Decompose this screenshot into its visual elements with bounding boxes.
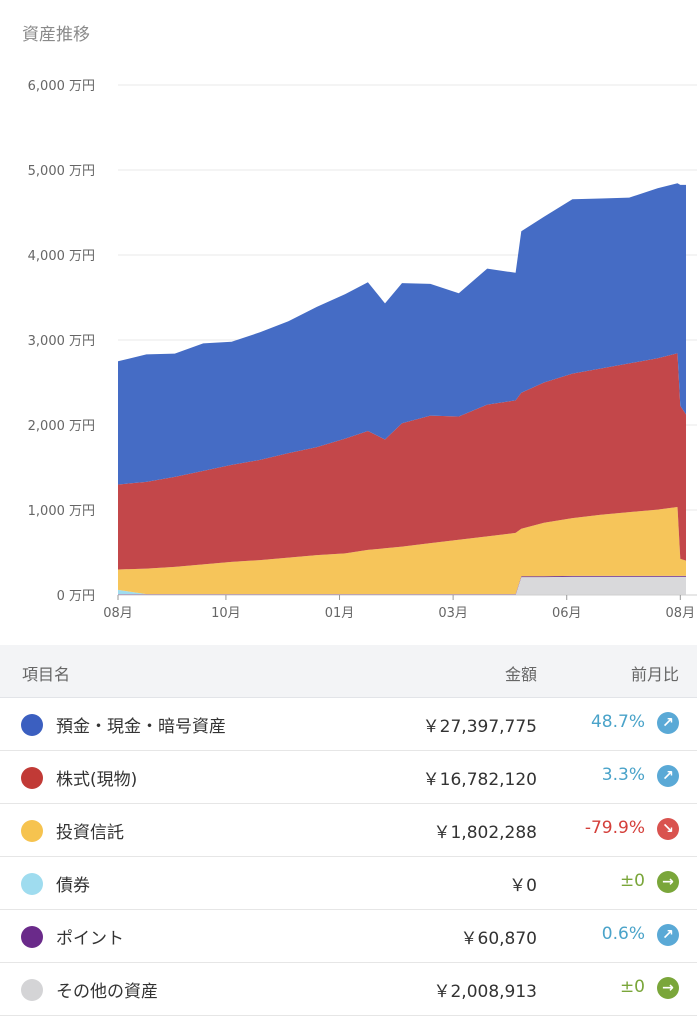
trend-arrow-icon: → <box>657 871 679 893</box>
y-tick-label: 3,000 万円 <box>28 334 95 349</box>
row-category-name: 債券 <box>56 876 90 896</box>
row-category-name: 投資信託 <box>56 823 124 843</box>
table-row[interactable]: 債券 ￥0 ±0 → <box>0 857 697 910</box>
area-series-投資信託 <box>118 507 686 595</box>
trend-arrow-icon: ↗ <box>657 712 679 734</box>
category-color-dot <box>21 767 43 789</box>
trend-arrow-icon: ↗ <box>657 765 679 787</box>
area-series-株式(現物) <box>118 353 686 570</box>
trend-arrow-icon: ↘ <box>657 818 679 840</box>
row-category-name: 株式(現物) <box>56 770 138 790</box>
row-amount: ￥60,870 <box>460 929 537 949</box>
area-series-その他の資産 <box>118 576 686 595</box>
y-tick-label: 2,000 万円 <box>28 419 95 434</box>
row-change: ±0 <box>619 871 645 891</box>
row-category-name: 預金・現金・暗号資産 <box>56 717 226 737</box>
row-change: 3.3% <box>601 765 645 785</box>
category-color-dot <box>21 873 43 895</box>
row-category-name: ポイント <box>56 929 124 949</box>
trend-arrow-icon: → <box>657 977 679 999</box>
row-amount: ￥27,397,775 <box>422 717 537 737</box>
trend-arrow-icon: ↗ <box>657 924 679 946</box>
asset-area-chart: 0 万円 1,000 万円 2,000 万円 3,000 万円 4,000 万円 5,00… <box>28 79 697 620</box>
x-tick-label: 08月 <box>103 606 133 620</box>
row-category-name: その他の資産 <box>56 982 158 1002</box>
category-color-dot <box>21 979 43 1001</box>
y-tick-label: 4,000 万円 <box>28 249 95 264</box>
table-row[interactable]: ポイント ￥60,870 0.6% ↗ <box>0 910 697 963</box>
row-change: 48.7% <box>590 712 645 732</box>
page-title: 資産推移 <box>22 25 90 45</box>
x-tick-label: 03月 <box>438 606 468 620</box>
table-row[interactable]: 株式(現物) ￥16,782,120 3.3% ↗ <box>0 751 697 804</box>
row-amount: ￥1,802,288 <box>433 823 537 843</box>
x-tick-label: 06月 <box>552 606 582 620</box>
x-tick-label: 10月 <box>211 606 241 620</box>
category-color-dot <box>21 926 43 948</box>
table-row[interactable]: 投資信託 ￥1,802,288 -79.9% ↘ <box>0 804 697 857</box>
y-tick-label: 5,000 万円 <box>28 164 95 179</box>
category-color-dot <box>21 820 43 842</box>
table-row[interactable]: 預金・現金・暗号資産 ￥27,397,775 48.7% ↗ <box>0 698 697 751</box>
header-change: 前月比 <box>630 665 679 684</box>
category-color-dot <box>21 714 43 736</box>
row-change: ±0 <box>619 977 645 997</box>
y-tick-label: 6,000 万円 <box>28 79 95 94</box>
row-amount: ￥2,008,913 <box>433 982 537 1002</box>
header-item-name: 項目名 <box>22 665 71 684</box>
y-tick-label: 0 万円 <box>57 589 95 604</box>
x-tick-label: 01月 <box>325 606 355 620</box>
row-amount: ￥16,782,120 <box>422 770 537 790</box>
table-row[interactable]: その他の資産 ￥2,008,913 ±0 → <box>0 963 697 1016</box>
row-amount: ￥0 <box>509 876 537 896</box>
row-change: 0.6% <box>601 924 645 944</box>
area-series-預金・現金・暗号資産 <box>118 183 686 485</box>
x-tick-label: 08月 <box>666 606 696 620</box>
y-tick-label: 1,000 万円 <box>28 504 95 519</box>
row-change: -79.9% <box>584 818 645 838</box>
table-header: 項目名 金額 前月比 <box>0 645 697 698</box>
header-amount: 金額 <box>504 665 537 684</box>
